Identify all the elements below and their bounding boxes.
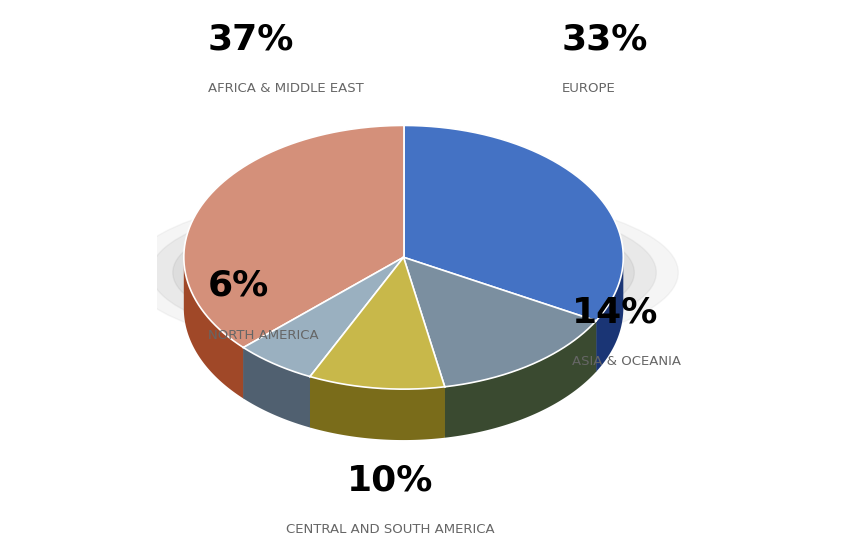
- Ellipse shape: [129, 190, 678, 355]
- Polygon shape: [404, 257, 445, 438]
- Text: NORTH AMERICA: NORTH AMERICA: [208, 329, 319, 341]
- Text: AFRICA & MIDDLE EAST: AFRICA & MIDDLE EAST: [208, 82, 364, 95]
- Polygon shape: [243, 257, 404, 377]
- Text: CENTRAL AND SOUTH AMERICA: CENTRAL AND SOUTH AMERICA: [286, 523, 495, 536]
- Polygon shape: [404, 257, 596, 387]
- Text: ASIA & OCEANIA: ASIA & OCEANIA: [572, 355, 682, 368]
- Polygon shape: [404, 257, 596, 372]
- Polygon shape: [404, 125, 623, 321]
- Polygon shape: [404, 257, 445, 438]
- Polygon shape: [445, 321, 596, 438]
- Polygon shape: [243, 257, 404, 398]
- Ellipse shape: [173, 203, 634, 342]
- Text: 37%: 37%: [208, 23, 294, 56]
- Text: 14%: 14%: [572, 296, 659, 330]
- Polygon shape: [310, 257, 404, 428]
- Text: 33%: 33%: [562, 23, 648, 56]
- Polygon shape: [310, 377, 445, 440]
- Text: 6%: 6%: [208, 269, 269, 303]
- Polygon shape: [184, 258, 243, 398]
- Ellipse shape: [150, 197, 656, 348]
- Polygon shape: [184, 125, 404, 347]
- Text: 10%: 10%: [347, 464, 434, 497]
- Polygon shape: [243, 257, 404, 398]
- Text: EUROPE: EUROPE: [562, 82, 615, 95]
- Polygon shape: [310, 257, 404, 428]
- Polygon shape: [310, 257, 445, 389]
- Polygon shape: [404, 257, 596, 372]
- Polygon shape: [596, 258, 623, 372]
- Polygon shape: [243, 347, 310, 428]
